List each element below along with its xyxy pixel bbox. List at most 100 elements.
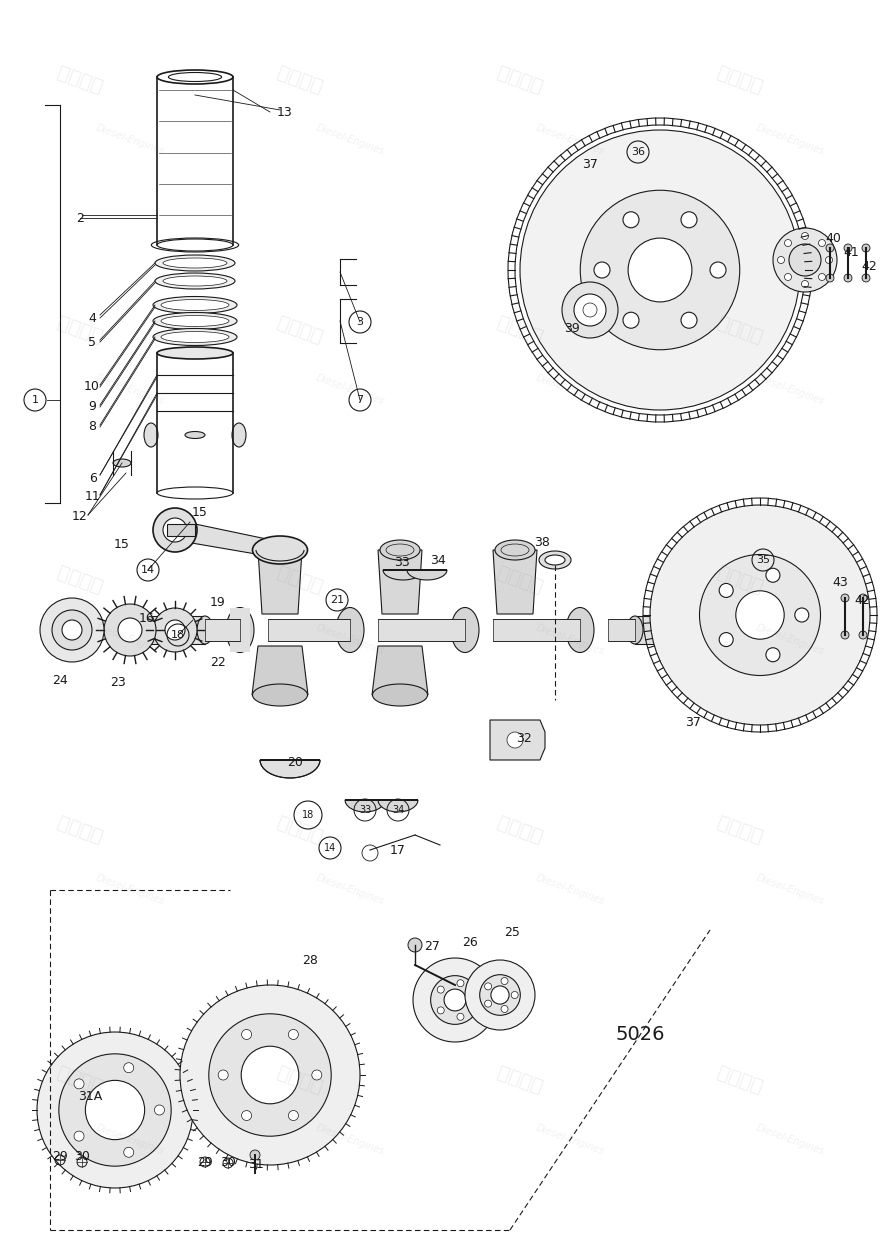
Circle shape — [465, 960, 535, 1030]
Circle shape — [74, 1079, 84, 1089]
Ellipse shape — [707, 615, 723, 644]
Text: 32: 32 — [516, 731, 532, 745]
Circle shape — [580, 190, 740, 349]
Ellipse shape — [153, 313, 237, 329]
Text: 37: 37 — [685, 716, 701, 730]
Ellipse shape — [566, 608, 594, 653]
Text: Diesel-Engines: Diesel-Engines — [94, 873, 166, 907]
Circle shape — [413, 958, 497, 1042]
Ellipse shape — [161, 332, 229, 343]
Circle shape — [562, 283, 618, 338]
Text: 2: 2 — [76, 211, 84, 225]
Circle shape — [623, 313, 639, 328]
Text: 34: 34 — [392, 805, 404, 815]
Ellipse shape — [113, 458, 131, 467]
Ellipse shape — [373, 685, 427, 706]
Circle shape — [480, 975, 521, 1015]
Circle shape — [574, 294, 606, 327]
Ellipse shape — [185, 432, 205, 438]
Ellipse shape — [253, 536, 308, 564]
Circle shape — [784, 240, 791, 246]
Text: 15: 15 — [114, 539, 130, 551]
Text: 33: 33 — [359, 805, 371, 815]
Circle shape — [163, 517, 187, 543]
Text: 6: 6 — [89, 471, 97, 485]
Bar — [635, 615, 715, 644]
Text: 紫发动力: 紫发动力 — [715, 813, 765, 847]
Circle shape — [437, 1007, 444, 1014]
Circle shape — [736, 590, 784, 639]
Ellipse shape — [197, 615, 213, 644]
Text: 19: 19 — [210, 597, 226, 609]
Bar — [115, 615, 205, 644]
Circle shape — [773, 229, 837, 291]
Circle shape — [288, 1110, 298, 1120]
Text: 紫发动力: 紫发动力 — [275, 1063, 326, 1096]
Polygon shape — [345, 800, 385, 811]
Circle shape — [681, 313, 697, 328]
Ellipse shape — [153, 329, 237, 345]
Circle shape — [155, 1105, 165, 1115]
Circle shape — [485, 983, 491, 990]
Text: 35: 35 — [756, 555, 770, 565]
Circle shape — [408, 938, 422, 952]
Text: 37: 37 — [582, 158, 598, 172]
Text: 紫发动力: 紫发动力 — [54, 313, 105, 347]
Circle shape — [594, 263, 610, 278]
Circle shape — [844, 244, 852, 252]
Polygon shape — [407, 570, 447, 580]
Polygon shape — [260, 760, 320, 777]
Circle shape — [431, 976, 480, 1025]
Ellipse shape — [163, 257, 227, 268]
Circle shape — [437, 986, 444, 993]
Circle shape — [485, 1000, 491, 1007]
Ellipse shape — [232, 423, 246, 447]
Circle shape — [862, 274, 870, 283]
Circle shape — [681, 212, 697, 227]
Text: 紫发动力: 紫发动力 — [54, 563, 105, 597]
Circle shape — [501, 977, 508, 985]
Text: 4: 4 — [88, 311, 96, 324]
Text: 紫发动力: 紫发动力 — [495, 313, 546, 347]
Ellipse shape — [161, 315, 229, 327]
Circle shape — [778, 256, 784, 264]
Circle shape — [37, 1032, 193, 1188]
Text: 12: 12 — [72, 510, 88, 524]
Text: Diesel-Engines: Diesel-Engines — [314, 123, 385, 157]
Text: 16: 16 — [139, 612, 155, 624]
Ellipse shape — [380, 540, 420, 560]
Circle shape — [501, 1006, 508, 1012]
Ellipse shape — [161, 299, 229, 310]
Circle shape — [623, 212, 639, 227]
Circle shape — [511, 991, 518, 999]
Circle shape — [859, 594, 867, 602]
Text: 28: 28 — [302, 953, 318, 967]
Text: 11: 11 — [85, 491, 101, 504]
Circle shape — [826, 274, 834, 283]
Circle shape — [59, 1054, 171, 1166]
Text: 18: 18 — [171, 631, 185, 641]
Text: 38: 38 — [534, 536, 550, 550]
Ellipse shape — [336, 608, 364, 653]
Ellipse shape — [495, 540, 535, 560]
Text: Diesel-Engines: Diesel-Engines — [94, 623, 166, 657]
Text: 紫发动力: 紫发动力 — [495, 563, 546, 597]
Text: 42: 42 — [862, 260, 877, 274]
Bar — [378, 619, 465, 641]
Circle shape — [153, 507, 197, 551]
Text: 41: 41 — [843, 246, 859, 260]
Text: 34: 34 — [430, 554, 446, 566]
Circle shape — [841, 631, 849, 639]
Circle shape — [862, 244, 870, 252]
Ellipse shape — [627, 615, 643, 644]
Circle shape — [628, 239, 692, 301]
Text: 紫发动力: 紫发动力 — [54, 813, 105, 847]
Text: 14: 14 — [141, 565, 155, 575]
Ellipse shape — [157, 347, 233, 359]
Text: Diesel-Engines: Diesel-Engines — [755, 1123, 826, 1157]
Circle shape — [784, 274, 791, 280]
Circle shape — [241, 1046, 299, 1104]
Circle shape — [218, 1070, 228, 1080]
Text: 43: 43 — [832, 577, 848, 589]
Circle shape — [819, 240, 825, 246]
